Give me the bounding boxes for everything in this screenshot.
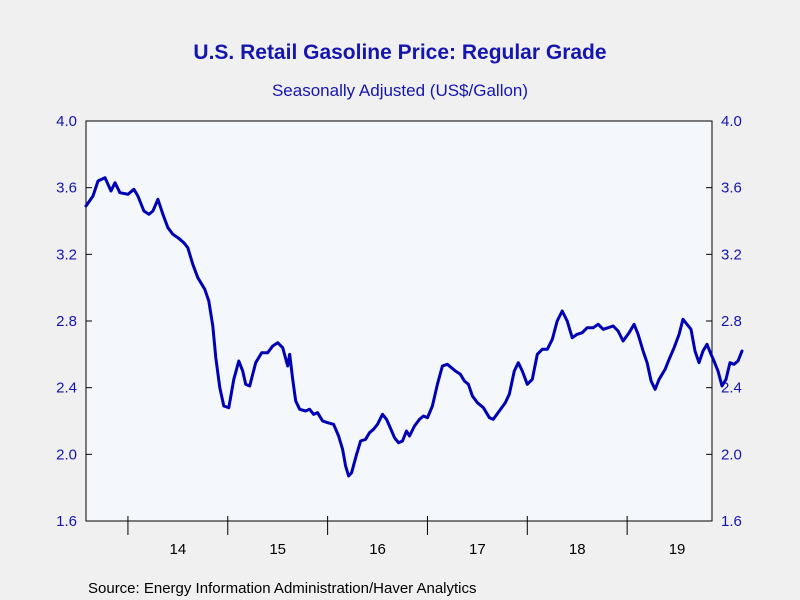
y-tick-label-right: 3.2 — [721, 246, 742, 263]
y-tick-label-left: 3.2 — [56, 246, 77, 263]
x-axis: 14 15 16 17 18 19 — [127, 516, 686, 558]
series-line-0 — [84, 176, 744, 478]
y-tick-label-left: 2.4 — [56, 380, 77, 397]
y-axis-right: 4.0 3.6 3.2 2.8 2.4 2.0 1.6 — [706, 113, 742, 530]
y-tick-label-right: 2.0 — [721, 446, 742, 463]
y-tick-label-left: 4.0 — [56, 113, 77, 130]
x-tick-label: 17 — [469, 541, 486, 558]
series-group — [84, 176, 744, 478]
chart-title: U.S. Retail Gasoline Price: Regular Grad… — [193, 41, 606, 64]
y-tick-label-right: 3.6 — [721, 180, 742, 197]
y-tick-label-left: 2.0 — [56, 446, 77, 463]
y-tick-label-left: 3.6 — [56, 180, 77, 197]
x-tick-label: 15 — [269, 541, 286, 558]
x-tick-label: 14 — [170, 541, 187, 558]
y-tick-label-right: 2.8 — [721, 313, 742, 330]
y-tick-label-right: 2.4 — [721, 380, 742, 397]
plot-area — [85, 120, 713, 522]
y-tick-label-left: 1.6 — [56, 513, 77, 530]
y-tick-label-right: 4.0 — [721, 113, 742, 130]
y-tick-label-left: 2.8 — [56, 313, 77, 330]
x-tick-label: 19 — [669, 541, 686, 558]
x-tick-label: 16 — [369, 541, 386, 558]
source-note: Source: Energy Information Administratio… — [88, 580, 477, 597]
y-axis-left: 4.0 3.6 3.2 2.8 2.4 2.0 1.6 — [56, 113, 92, 530]
chart-subtitle: Seasonally Adjusted (US$/Gallon) — [272, 81, 528, 100]
x-tick-label: 18 — [569, 541, 586, 558]
y-tick-label-right: 1.6 — [721, 513, 742, 530]
